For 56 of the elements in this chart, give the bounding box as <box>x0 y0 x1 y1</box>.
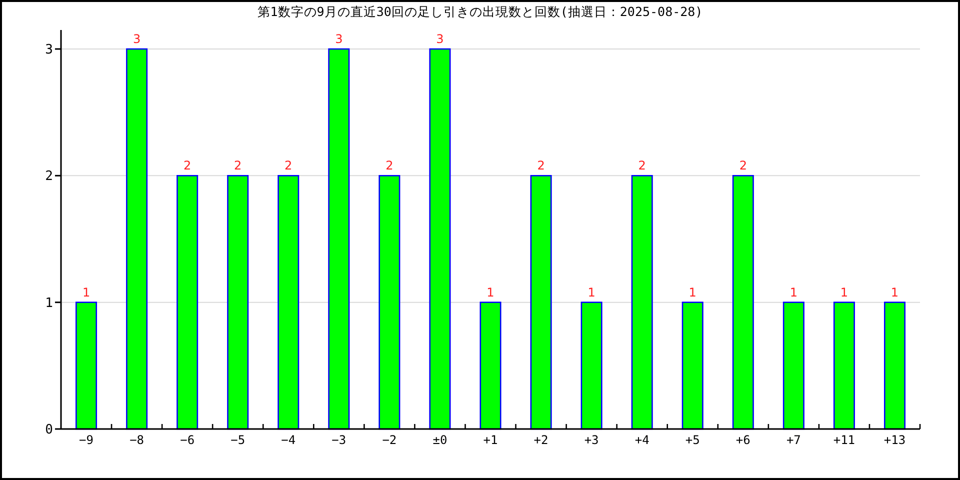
x-tick-label: −3 <box>332 433 346 447</box>
bar <box>429 48 451 430</box>
y-tick-label: 3 <box>45 42 53 58</box>
y-tick-label: 2 <box>45 169 53 184</box>
bar <box>833 302 855 430</box>
data-label: 1 <box>840 285 848 300</box>
x-tick-label: +2 <box>534 433 548 447</box>
bar <box>530 175 552 430</box>
x-tick-label: +7 <box>786 433 801 447</box>
bar <box>884 302 906 430</box>
data-label: 3 <box>132 32 141 46</box>
bar <box>732 175 754 430</box>
data-label: 1 <box>486 285 494 300</box>
bar <box>126 48 148 430</box>
data-label: 1 <box>588 285 596 300</box>
x-tick-label: −6 <box>180 433 195 447</box>
x-tick-label: +11 <box>833 433 856 447</box>
data-label: 1 <box>82 285 90 300</box>
data-label: 2 <box>537 158 545 173</box>
data-label: 2 <box>638 158 646 173</box>
data-label: 1 <box>790 285 798 300</box>
x-tick-label: −4 <box>281 433 296 447</box>
x-tick-label: ±0 <box>432 433 448 447</box>
data-label: 2 <box>386 158 394 173</box>
x-tick-label: +1 <box>483 433 498 447</box>
x-tick-label: +4 <box>634 433 650 447</box>
x-tick-label: −8 <box>130 433 144 447</box>
y-tick-label: 0 <box>45 422 53 438</box>
bar <box>480 302 502 430</box>
data-label: 1 <box>890 285 899 300</box>
data-label: 2 <box>739 158 747 173</box>
x-tick-label: +6 <box>736 433 750 447</box>
bar <box>227 175 249 430</box>
y-tick-label: 1 <box>45 296 53 311</box>
x-tick-label: −5 <box>230 433 246 447</box>
x-tick-label: +13 <box>884 433 906 447</box>
bar <box>278 175 300 430</box>
bar <box>76 302 98 430</box>
x-tick-label: +3 <box>584 433 599 447</box>
bar <box>631 175 653 430</box>
data-label: 2 <box>284 158 292 173</box>
bar <box>378 175 400 430</box>
data-label: 2 <box>184 158 192 173</box>
data-label: 1 <box>688 285 696 300</box>
x-tick-label: −9 <box>79 433 94 447</box>
data-label: 3 <box>335 32 343 46</box>
bar <box>782 302 804 430</box>
x-tick-label: +5 <box>685 433 700 447</box>
data-label: 3 <box>436 32 444 46</box>
bar <box>580 302 602 430</box>
bar <box>176 175 198 430</box>
data-label: 2 <box>234 158 242 173</box>
bar <box>682 302 704 430</box>
chart-title: 第1数字の9月の直近30回の足し引きの出現数と回数(抽選日：2025-08-28) <box>257 4 703 19</box>
x-tick-label: −2 <box>382 433 397 447</box>
bar <box>328 48 350 430</box>
